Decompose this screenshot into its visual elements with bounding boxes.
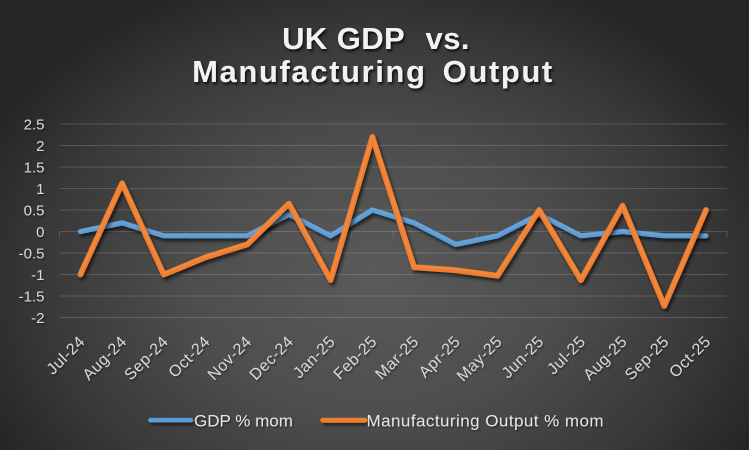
svg-text:-1: -1: [31, 267, 44, 284]
svg-text:Manufacturing Output % mom: Manufacturing Output % mom: [367, 411, 605, 430]
svg-text:0: 0: [36, 224, 44, 241]
svg-text:UK GDP vs.: UK GDP vs.: [282, 21, 470, 56]
svg-text:2: 2: [36, 138, 44, 155]
svg-text:1: 1: [36, 181, 44, 198]
svg-text:2.5: 2.5: [24, 116, 45, 133]
svg-text:0.5: 0.5: [24, 202, 45, 219]
svg-text:-1.5: -1.5: [19, 288, 45, 305]
svg-text:GDP % mom: GDP % mom: [194, 411, 293, 430]
svg-text:Manufacturing Output: Manufacturing Output: [192, 54, 554, 89]
svg-text:-2: -2: [31, 310, 44, 327]
svg-text:-0.5: -0.5: [19, 245, 45, 262]
svg-text:1.5: 1.5: [24, 159, 45, 176]
